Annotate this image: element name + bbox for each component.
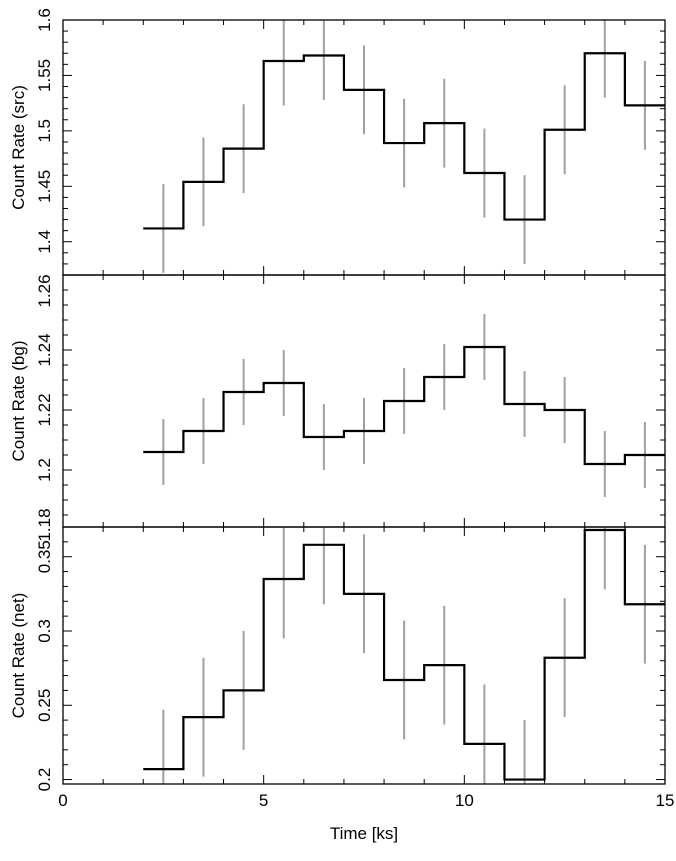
step-line	[143, 345, 665, 466]
x-axis-title: Time [ks]	[330, 824, 398, 843]
panel-1: 1.2 1.22 1.24 Count Rate (bg)	[9, 274, 666, 528]
y-axis-title: Count Rate (net)	[9, 593, 28, 719]
y-axis-title: Count Rate (bg)	[9, 341, 28, 462]
y-axis-title: Count Rate (src)	[9, 85, 28, 210]
y-tick-label-edge-bottom: 1.18	[35, 508, 54, 541]
y-tick-label: 1.6	[35, 8, 54, 32]
y-tick-label: 1.55	[35, 59, 54, 92]
step-line	[143, 52, 665, 230]
y-tick-label: 0.3	[35, 619, 54, 643]
y-tick-label: 1.5	[35, 119, 54, 143]
y-tick-label: 0.2	[35, 768, 54, 792]
x-tick-label: 0	[58, 791, 67, 810]
x-tick-label: 15	[656, 791, 675, 810]
x-tick-label: 10	[455, 791, 474, 810]
y-tick-label: 0.25	[35, 689, 54, 722]
panel-frame	[62, 526, 666, 785]
y-tick-label: 0.35	[35, 540, 54, 573]
y-tick-label: 1.2	[35, 458, 54, 482]
x-tick-label: 5	[259, 791, 268, 810]
y-tick-label: 1.4	[35, 230, 54, 254]
y-tick-label: 1.45	[35, 170, 54, 203]
y-tick-label-edge-top: 1.26	[35, 274, 54, 307]
panel-0: 1.4 1.45 1.5 1.55 1.6 Count Rate (src)	[9, 8, 666, 276]
y-tick-label: 1.22	[35, 393, 54, 426]
step-line	[143, 528, 665, 781]
panel-2: 0.2 0.25 0.3 0.35 Count Rate (net)	[9, 526, 666, 792]
y-tick-label: 1.24	[35, 333, 54, 366]
